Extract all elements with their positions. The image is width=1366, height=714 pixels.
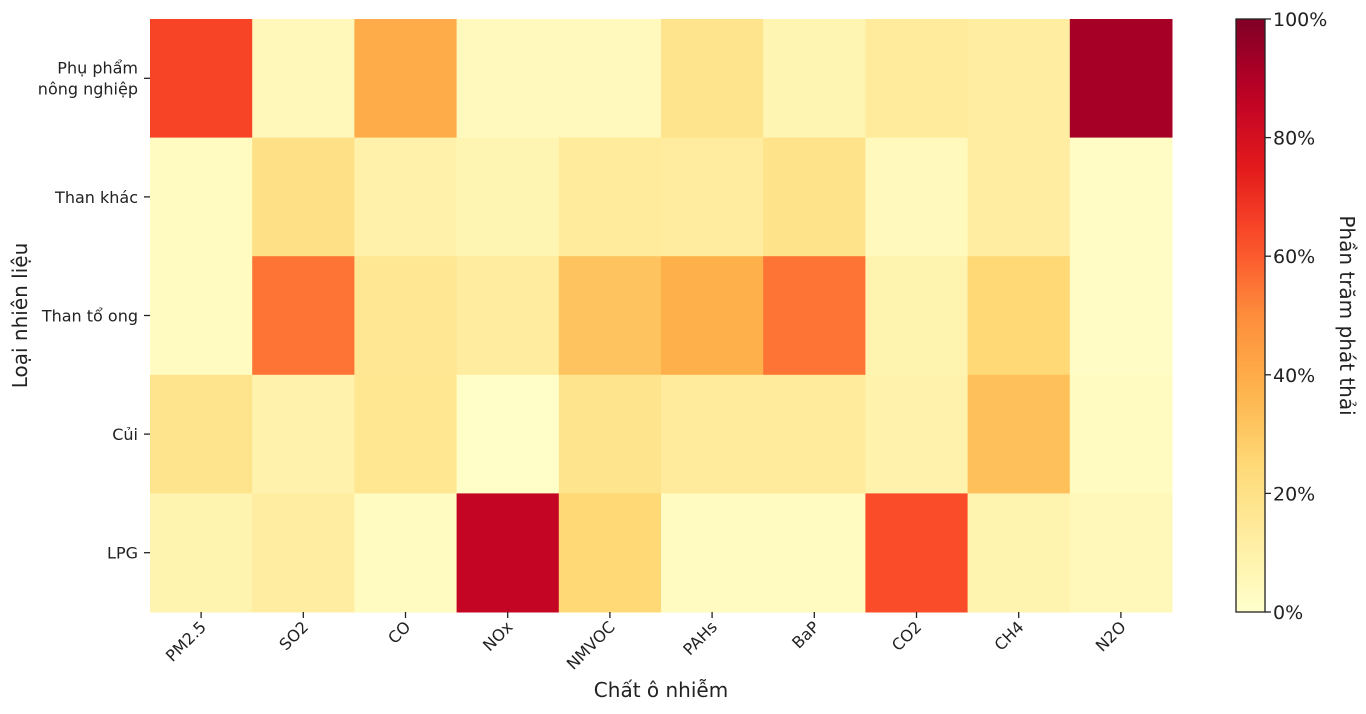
x-axis-ticks: PM2.5 SO2 CO NOx NMVOC PAHs BaP CO2 CH4 N2O: [162, 612, 1130, 673]
heatmap-cell: [456, 493, 560, 613]
heatmap-cell: [354, 374, 458, 494]
heatmap-cell: [763, 19, 866, 139]
heatmap-cell: [967, 374, 1071, 494]
heatmap-cell: [661, 19, 764, 139]
heatmap-cell: [1069, 374, 1173, 494]
heatmap-cell: [967, 256, 1071, 376]
heatmap-cell: [661, 374, 764, 494]
heatmap-cell: [967, 19, 1071, 139]
heatmap-cell: [150, 256, 253, 376]
colorbar-tick-label: 0%: [1273, 602, 1303, 624]
heatmap-cell: [456, 256, 560, 376]
x-tick-label: BaP: [788, 617, 823, 652]
heatmap-cell: [661, 256, 764, 376]
heatmap-cell: [763, 374, 866, 494]
colorbar-label: Phần trăm phát thải: [1335, 215, 1359, 415]
y-tick-label: Than khác: [54, 188, 138, 207]
colorbar-tick-label: 60%: [1273, 246, 1315, 268]
colorbar-tick-label: 80%: [1273, 128, 1315, 150]
heatmap-cell: [558, 256, 662, 376]
y-axis-ticks: Phụ phẩm nông nghiệp Than khác Than tổ ong C…: [38, 58, 150, 563]
heatmap-cell: [763, 256, 866, 376]
heatmap-cell: [865, 137, 969, 257]
heatmap-cell: [763, 493, 866, 613]
heatmap-cell: [967, 493, 1071, 613]
x-tick-label: N2O: [1092, 617, 1130, 655]
y-tick-label: Than tổ ong: [41, 307, 138, 326]
heatmap-cell: [865, 374, 969, 494]
heatmap-cell: [661, 137, 764, 257]
heatmap-cell: [150, 19, 253, 139]
heatmap-cell: [661, 493, 764, 613]
heatmap-cell: [1069, 19, 1173, 139]
x-axis-label: Chất ô nhiễm: [594, 678, 728, 702]
heatmap-cell: [1069, 493, 1173, 613]
x-tick-label: NOx: [479, 617, 516, 654]
x-tick-label: CO2: [888, 617, 925, 654]
heatmap-cell: [456, 374, 560, 494]
heatmap-cell: [150, 137, 253, 257]
heatmap-cell: [354, 256, 458, 376]
heatmap-cell: [558, 374, 662, 494]
heatmap-cell: [558, 493, 662, 613]
heatmap-cell: [150, 493, 253, 613]
heatmap-cell: [456, 19, 560, 139]
heatmap-cell: [456, 137, 560, 257]
y-tick-label: Phụ phẩm nông nghiệp: [38, 58, 138, 98]
x-tick-label: PAHs: [679, 617, 721, 659]
heatmap-cells: [150, 19, 1173, 613]
heatmap-cell: [865, 493, 969, 613]
heatmap-cell: [1069, 137, 1173, 257]
heatmap-cell: [967, 137, 1071, 257]
y-axis-label: Loại nhiên liệu: [8, 243, 32, 389]
heatmap-cell: [354, 493, 458, 613]
x-tick-label: CO: [384, 617, 414, 647]
heatmap-cell: [252, 374, 355, 494]
y-tick-label: Củi: [112, 425, 138, 444]
y-tick-label: LPG: [107, 544, 138, 563]
heatmap-cell: [1069, 256, 1173, 376]
heatmap-cell: [354, 19, 458, 139]
colorbar-tick-label: 40%: [1273, 365, 1315, 387]
x-tick-label: NMVOC: [563, 617, 619, 673]
heatmap-cell: [150, 374, 253, 494]
heatmap-cell: [252, 256, 355, 376]
heatmap-cell: [865, 19, 969, 139]
colorbar: [1235, 18, 1266, 613]
heatmap-cell: [865, 256, 969, 376]
heatmap-cell: [558, 19, 662, 139]
colorbar-tick-label: 20%: [1273, 483, 1315, 505]
colorbar-ticks: 0% 20% 40% 60% 80% 100%: [1265, 9, 1327, 624]
heatmap-cell: [252, 19, 355, 139]
heatmap-cell: [252, 493, 355, 613]
x-tick-label: SO2: [275, 617, 312, 654]
heatmap-cell: [354, 137, 458, 257]
heatmap-cell: [763, 137, 866, 257]
heatmap-cell: [252, 137, 355, 257]
x-tick-label: CH4: [990, 617, 1027, 654]
x-tick-label: PM2.5: [162, 617, 210, 665]
colorbar-tick-label: 100%: [1273, 9, 1327, 31]
heatmap-cell: [558, 137, 662, 257]
